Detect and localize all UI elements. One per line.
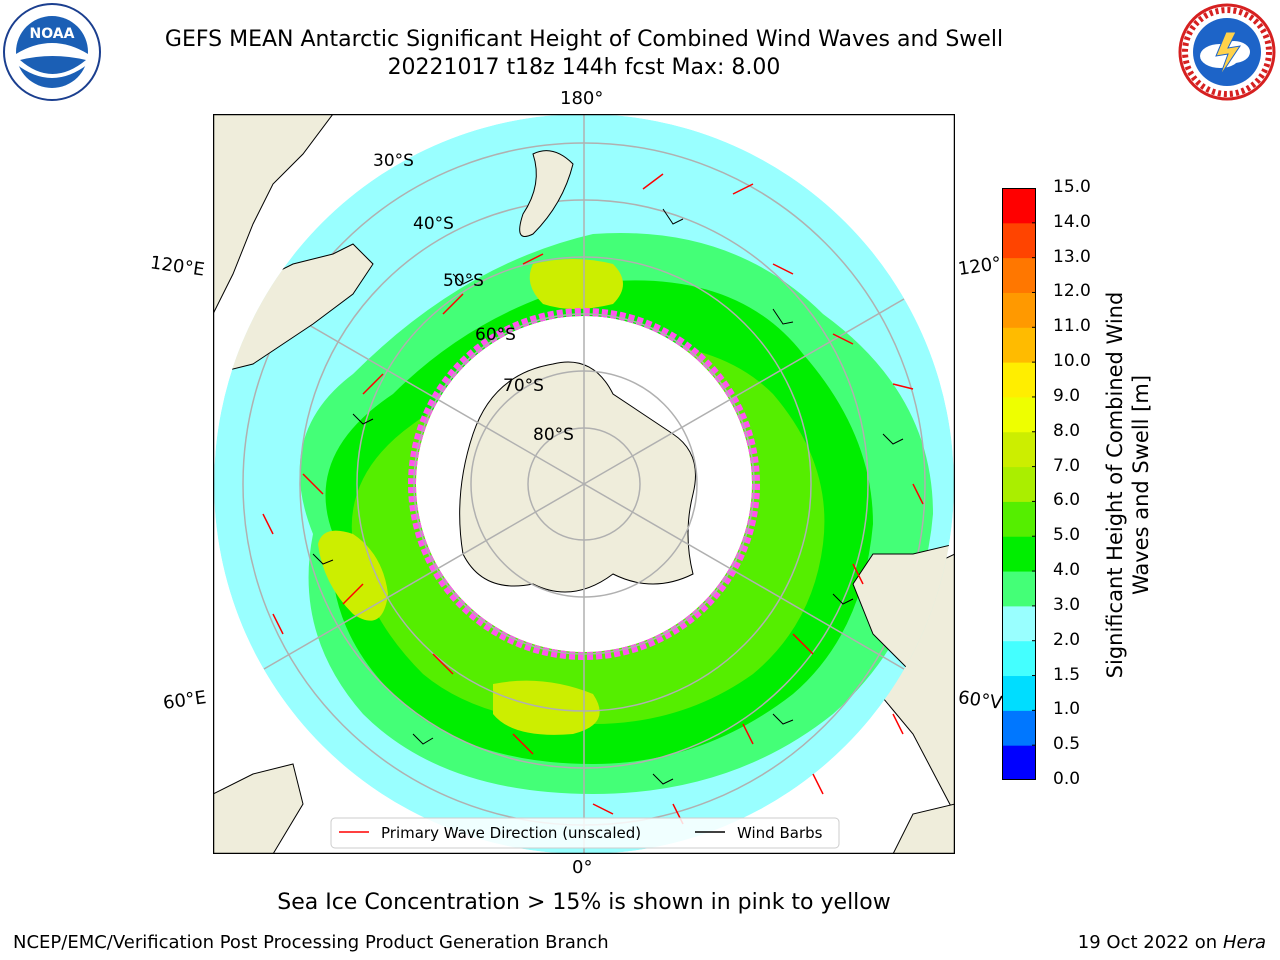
colorbar-segment xyxy=(1002,396,1036,433)
legend-wind-barbs: Wind Barbs xyxy=(737,824,823,842)
colorbar-tick-label: 7.0 xyxy=(1053,455,1081,476)
colorbar-tick-label: 1.0 xyxy=(1053,699,1081,720)
wave-high-1 xyxy=(318,530,388,621)
colorbar-segment xyxy=(1002,640,1036,677)
colorbar-tick-label: 14.0 xyxy=(1053,211,1091,232)
lat-label-80s: 80°S xyxy=(533,425,574,445)
colorbar-tick-label: 4.0 xyxy=(1053,560,1081,581)
colorbar-tick-label: 8.0 xyxy=(1053,420,1081,441)
lon-label-60w: 60°V xyxy=(956,687,1004,714)
colorbar-segment xyxy=(1002,327,1036,363)
lat-label-70s: 70°S xyxy=(503,376,544,396)
svg-text:NOAA: NOAA xyxy=(30,26,75,42)
wave-high-2 xyxy=(529,259,623,309)
colorbar-tick-label: 9.0 xyxy=(1053,385,1081,406)
lat-label-40s: 40°S xyxy=(413,214,454,234)
nws-logo xyxy=(1178,3,1276,101)
colorbar-segment xyxy=(1002,571,1036,607)
colorbar-segment xyxy=(1002,536,1036,572)
lat-label-30s: 30°S xyxy=(373,151,414,171)
colorbar-segment xyxy=(1002,675,1036,711)
chart-title: GEFS MEAN Antarctic Significant Height o… xyxy=(164,27,1004,52)
wind-barbs xyxy=(312,208,904,785)
lon-label-60e: 60°E xyxy=(161,687,208,714)
colorbar-segment xyxy=(1002,745,1036,780)
colorbar xyxy=(1002,188,1036,780)
colorbar-tick-label: 11.0 xyxy=(1053,316,1091,337)
colorbar-tick-label: 0.0 xyxy=(1053,769,1081,789)
australia xyxy=(214,243,374,375)
wave-arrows xyxy=(262,173,924,825)
graticule xyxy=(242,114,926,854)
colorbar-tick-label: 0.5 xyxy=(1053,734,1081,755)
colorbar-segment xyxy=(1002,466,1036,502)
polar-map: 30°S 40°S 50°S 60°S 70°S 80°S Primary Wa… xyxy=(213,114,955,854)
colorbar-tick-label: 2.0 xyxy=(1053,629,1081,650)
colorbar-tick-label: 13.0 xyxy=(1053,246,1091,267)
date-text: 19 Oct 2022 on Hera xyxy=(1078,932,1266,953)
colorbar-segment xyxy=(1002,292,1036,328)
colorbar-border xyxy=(1002,188,1036,780)
lon-label-180: 180° xyxy=(560,88,604,109)
sea-ice-note: Sea Ice Concentration > 15% is shown in … xyxy=(277,890,891,915)
colorbar-segment xyxy=(1002,362,1036,398)
lon-label-120e: 120°E xyxy=(148,252,206,281)
map-legend: Primary Wave Direction (unscaled) Wind B… xyxy=(330,817,840,849)
lon-label-0: 0° xyxy=(572,857,593,878)
date-value: 19 Oct 2022 on xyxy=(1077,932,1218,953)
lat-label-50s: 50°S xyxy=(443,271,484,291)
new-zealand xyxy=(519,150,574,237)
colorbar-segment xyxy=(1002,257,1036,293)
colorbar-tick-label: 5.0 xyxy=(1053,525,1081,546)
lat-label-60s: 60°S xyxy=(475,325,516,345)
colorbar-tick-label: 3.0 xyxy=(1053,594,1081,615)
colorbar-tick-label: 15.0 xyxy=(1053,177,1091,197)
colorbar-tick-label: 12.0 xyxy=(1053,281,1091,302)
colorbar-segment xyxy=(1002,431,1036,468)
colorbar-tick-label: 10.0 xyxy=(1053,351,1091,372)
colorbar-tick-label: 1.5 xyxy=(1053,664,1081,685)
colorbar-segment xyxy=(1002,501,1036,537)
legend-wave-direction: Primary Wave Direction (unscaled) xyxy=(381,824,641,842)
colorbar-segment xyxy=(1002,188,1036,224)
chart-subtitle: 20221017 t18z 144h fcst Max: 8.00 xyxy=(387,55,781,80)
colorbar-segment xyxy=(1002,710,1036,746)
colorbar-segment xyxy=(1002,605,1036,642)
credit-text: NCEP/EMC/Verification Post Processing Pr… xyxy=(13,932,609,953)
colorbar-tick-label: 6.0 xyxy=(1053,490,1081,511)
lon-label-120w: 120° xyxy=(956,253,1003,280)
colorbar-label: Significant Height of Combined Wind Wave… xyxy=(1103,291,1153,679)
noaa-logo: NOAA xyxy=(3,3,101,101)
machine-name: Hera xyxy=(1222,932,1266,953)
colorbar-segment xyxy=(1002,222,1036,259)
